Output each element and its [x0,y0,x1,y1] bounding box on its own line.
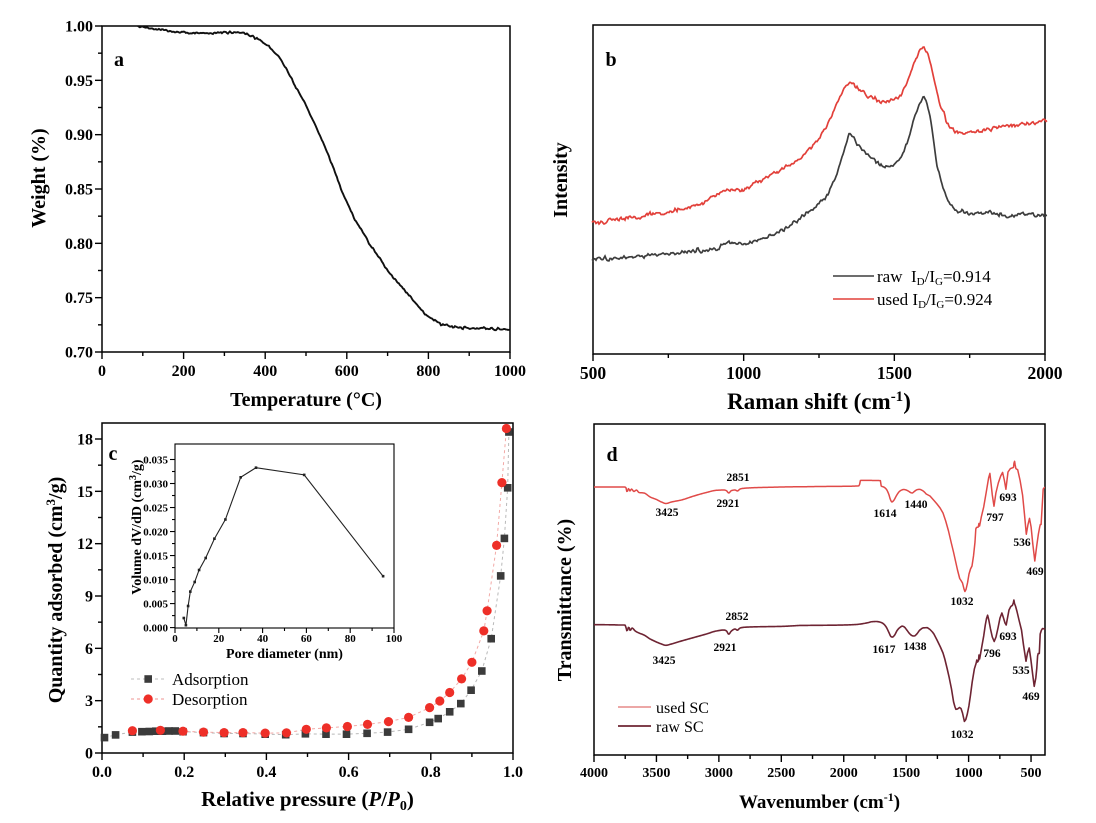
svg-text:693: 693 [999,492,1017,504]
svg-text:Relative pressure (P/P0): Relative pressure (P/P0) [201,787,414,814]
svg-text:a: a [114,49,124,71]
svg-text:800: 800 [416,363,440,380]
svg-text:1438: 1438 [904,641,927,653]
svg-text:2000: 2000 [830,766,858,781]
svg-text:Intensity: Intensity [550,142,572,218]
svg-text:Desorption: Desorption [172,690,248,709]
svg-text:Quantity adsorbed (cm3/g): Quantity adsorbed (cm3/g) [43,477,67,704]
svg-text:2921: 2921 [714,642,737,654]
svg-text:6: 6 [85,641,93,658]
svg-text:1440: 1440 [905,499,928,511]
svg-text:20: 20 [213,633,225,645]
svg-text:9: 9 [85,589,93,606]
svg-text:200: 200 [172,363,196,380]
svg-text:raw SC: raw SC [656,719,704,736]
svg-text:2500: 2500 [767,766,795,781]
svg-text:4000: 4000 [580,766,608,781]
svg-text:100: 100 [386,633,403,645]
svg-text:1614: 1614 [874,508,897,520]
svg-text:2921: 2921 [717,498,740,510]
svg-text:c: c [109,443,118,465]
svg-text:0.020: 0.020 [143,527,168,539]
svg-text:80: 80 [345,633,357,645]
svg-text:0.80: 0.80 [65,236,93,253]
svg-text:b: b [605,49,616,71]
svg-text:1032: 1032 [951,729,974,741]
svg-text:Raman shift (cm-1): Raman shift (cm-1) [727,389,911,414]
svg-text:500: 500 [1021,766,1042,781]
svg-text:Volume dV/dD (cm3/g): Volume dV/dD (cm3/g) [128,459,145,594]
svg-text:18: 18 [77,432,93,449]
svg-text:Adsorption: Adsorption [172,670,249,689]
svg-text:2851: 2851 [727,472,750,484]
svg-text:2852: 2852 [726,611,749,623]
svg-text:0: 0 [172,633,178,645]
svg-text:1.00: 1.00 [65,19,93,36]
svg-text:60: 60 [301,633,313,645]
svg-text:Wavenumber (cm-1): Wavenumber (cm-1) [739,790,900,813]
svg-text:1500: 1500 [877,363,912,383]
svg-text:469: 469 [1026,566,1044,578]
svg-text:0.95: 0.95 [65,73,93,90]
svg-text:d: d [606,444,617,466]
svg-text:15: 15 [77,484,93,501]
svg-text:1617: 1617 [873,644,896,656]
svg-text:2000: 2000 [1028,363,1063,383]
svg-text:693: 693 [999,631,1017,643]
svg-text:Pore diameter (nm): Pore diameter (nm) [226,647,343,662]
svg-text:0.015: 0.015 [143,551,168,563]
svg-text:0.4: 0.4 [256,764,276,781]
svg-text:used SC: used SC [656,700,709,717]
svg-text:1000: 1000 [494,363,526,380]
svg-text:0.0: 0.0 [92,764,112,781]
svg-text:raw ID/IG=0.914: raw ID/IG=0.914 [877,267,991,288]
svg-text:12: 12 [77,536,93,553]
svg-text:1500: 1500 [892,766,920,781]
svg-text:0.8: 0.8 [421,764,441,781]
svg-text:0.75: 0.75 [65,290,93,307]
svg-text:Temperature (°C): Temperature (°C) [230,389,382,411]
svg-text:0.70: 0.70 [65,345,93,362]
svg-text:0: 0 [85,746,93,763]
svg-text:Transmittance (%): Transmittance (%) [554,519,576,681]
svg-text:used ID/IG=0.924: used ID/IG=0.924 [877,290,993,311]
svg-text:1032: 1032 [951,596,974,608]
svg-text:1000: 1000 [726,363,761,383]
svg-text:500: 500 [580,363,607,383]
svg-text:0.010: 0.010 [143,575,168,587]
svg-text:0.030: 0.030 [143,479,168,491]
svg-text:469: 469 [1022,691,1040,703]
svg-text:536: 536 [1013,537,1031,549]
svg-text:1.0: 1.0 [503,764,523,781]
svg-text:0.005: 0.005 [143,599,168,611]
svg-text:797: 797 [986,512,1004,524]
svg-text:0.85: 0.85 [65,182,93,199]
svg-text:Weight (%): Weight (%) [28,128,50,227]
svg-text:796: 796 [983,648,1001,660]
svg-text:0.035: 0.035 [143,455,168,467]
svg-text:3000: 3000 [705,766,733,781]
svg-text:3500: 3500 [642,766,670,781]
svg-text:600: 600 [335,363,359,380]
svg-text:3: 3 [85,693,93,710]
svg-text:0.000: 0.000 [143,623,168,635]
svg-text:3425: 3425 [656,507,679,519]
svg-text:3425: 3425 [653,655,676,667]
svg-text:40: 40 [257,633,269,645]
svg-text:0.2: 0.2 [174,764,194,781]
svg-text:0.6: 0.6 [339,764,359,781]
svg-text:0.90: 0.90 [65,127,93,144]
svg-text:1000: 1000 [955,766,983,781]
svg-text:0: 0 [98,363,106,380]
svg-text:0.025: 0.025 [143,503,168,515]
svg-text:400: 400 [253,363,277,380]
svg-text:535: 535 [1012,665,1030,677]
